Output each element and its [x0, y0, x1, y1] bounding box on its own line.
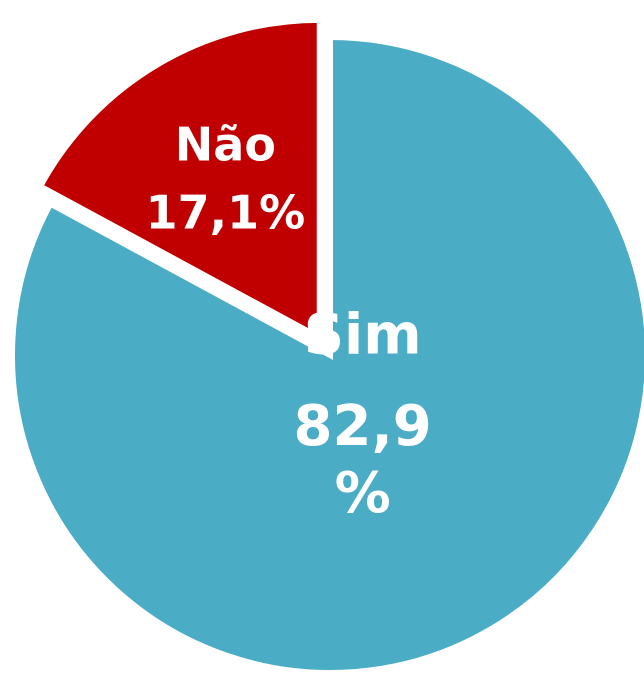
pie-slice: [9, 33, 644, 674]
value-label: 17,1%: [145, 185, 306, 240]
value-label: 82,9%: [293, 393, 432, 526]
category-label: Não: [174, 117, 276, 172]
pie-slice: [36, 16, 323, 343]
category-label: Sim: [303, 301, 422, 367]
